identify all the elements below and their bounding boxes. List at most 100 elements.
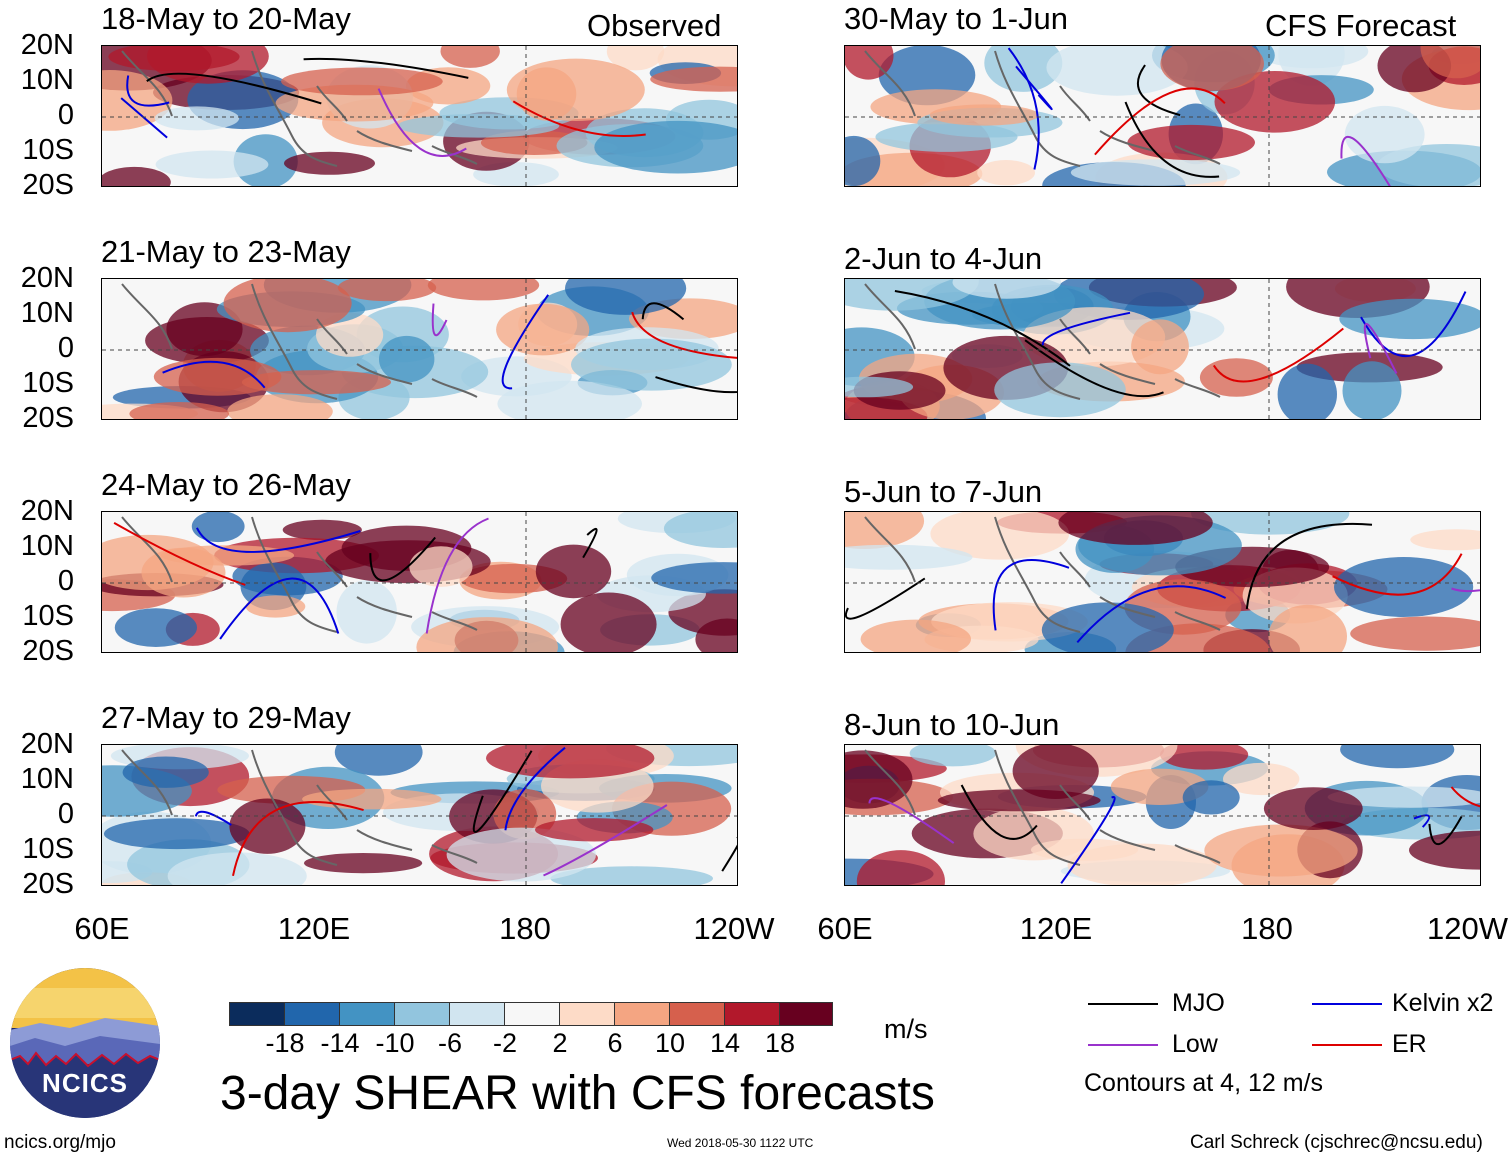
colorbar-segment [559,1002,615,1026]
shear-blob [594,120,737,174]
map-panel-observed [101,45,738,187]
contour-line [641,302,685,321]
shear-blob [909,745,997,767]
shear-blob [695,618,737,652]
colorbar-label: -18 [265,1028,305,1058]
shear-blob [994,362,1126,418]
y-tick-label: 20N [20,262,74,294]
contour-line [1124,101,1220,178]
contour-line [1363,323,1398,374]
colorbar-segment [614,1002,670,1026]
contour-line [219,577,340,640]
x-tick-label: 60E [817,911,873,946]
y-tick-label: 10N [20,297,74,329]
shear-blob [167,852,307,885]
shear-blob [860,619,971,652]
panel-title: 2-Jun to 4-Jun [844,241,1043,276]
shear-blob [227,394,333,419]
shear-field [845,279,1480,419]
contour-line [1024,339,1164,398]
x-tick-label: 180 [499,911,551,946]
shear-blob [282,519,362,541]
y-tick-label: 0 [57,99,74,131]
shear-blob [1420,46,1480,79]
shear-blob [409,546,473,587]
contour-line [1428,816,1463,846]
shear-blob [845,135,881,186]
legend-line-mjo [1088,1003,1158,1005]
shear-blob [651,562,737,594]
footer-site-link[interactable]: ncics.org/mjo [4,1132,116,1153]
shear-blob [571,338,732,391]
contour-line [868,797,955,844]
map-panel-forecast [844,278,1481,420]
shear-blob [1070,159,1241,186]
contour-line [1076,585,1227,644]
shear-blob [1334,557,1474,617]
x-tick-label: 180 [1241,911,1293,946]
contour-line [113,522,246,586]
shear-blob [845,512,925,549]
footer-timestamp: Wed 2018-05-30 1122 UTC [667,1136,814,1150]
shear-blob [845,544,973,570]
contour-line [377,88,467,157]
contour-line [1245,522,1373,610]
colorbar-label: 14 [709,1028,741,1058]
shear-field [102,46,737,186]
colorbar-label: 10 [654,1028,686,1058]
shear-blob [606,46,665,71]
contour-line [1060,796,1116,884]
shear-field [845,512,1480,652]
legend-note: Contours at 4, 12 m/s [1084,1069,1324,1097]
map-panel-forecast [844,744,1481,886]
y-tick-label: 0 [57,332,74,364]
shear-blob [145,317,269,364]
contour-line [1332,553,1463,596]
shear-blob [1041,602,1174,652]
contour-line [232,801,364,877]
shear-blob [114,608,197,647]
contour-line [1340,135,1391,186]
contour-line [512,100,646,137]
shear-blob [416,617,558,652]
shear-blob [1160,745,1249,770]
colorbar-label: 18 [764,1028,796,1058]
coastline [864,50,1221,167]
shear-blob [141,547,226,598]
shear-blob [952,279,1062,299]
contour-line [425,517,489,634]
colorbar-segment [504,1002,560,1026]
shear-blob [103,818,250,850]
logo-text: NCICS [42,1068,128,1098]
legend-line-kelvin [1312,1003,1382,1005]
contour-line [655,376,737,394]
contour-line [1136,64,1181,117]
shear-blob [129,402,229,419]
x-tick-label: 120W [693,911,775,946]
panel-title: 30-May to 1-Jun [844,1,1068,36]
map-panel-forecast [844,511,1481,653]
shear-blob [663,512,737,548]
contour-line [195,527,361,553]
contour-line [845,577,926,620]
colorbar-label: -2 [492,1028,517,1058]
shear-blob [506,58,645,121]
shear-blob [1012,745,1099,799]
contour-line [1212,327,1344,383]
y-tick-label: 20S [22,169,74,201]
contour-line [1094,87,1226,156]
contour-line [303,57,469,79]
shear-blob [929,104,1039,126]
shear-field [845,745,1480,885]
shear-blob [1340,745,1455,769]
contour-line [501,294,550,390]
map-panel-forecast [844,45,1481,187]
colorbar-label: 6 [607,1028,623,1058]
shear-blob [1342,361,1402,419]
contour-line [960,784,1038,840]
coastline [121,283,478,400]
colorbar-label: -14 [320,1028,360,1058]
contour-line [504,746,566,831]
shear-blob [1263,787,1363,830]
y-tick-label: 10S [22,600,74,632]
